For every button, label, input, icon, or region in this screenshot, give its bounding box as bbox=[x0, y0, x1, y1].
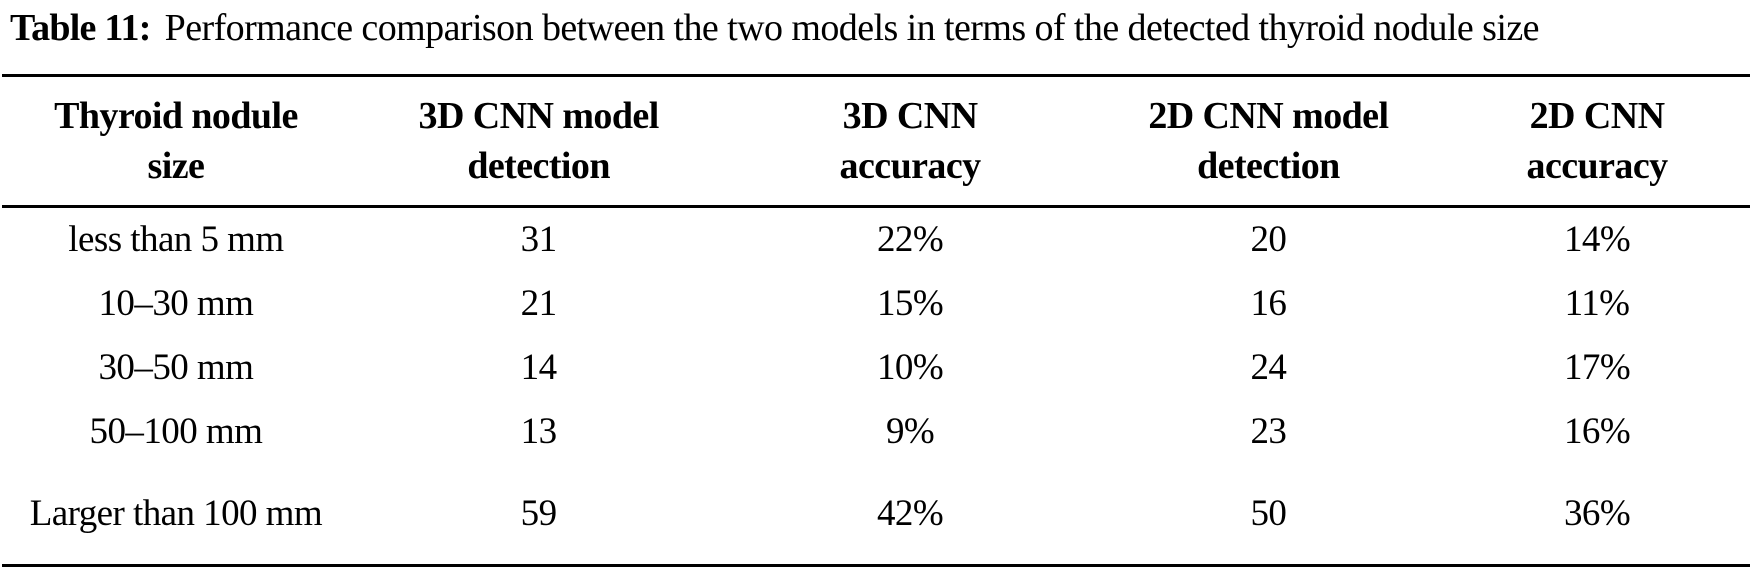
nodule-size-label: 50–100 mm bbox=[89, 411, 263, 452]
cell-nodule-size: 30–50 mm bbox=[2, 336, 350, 400]
nodule-size-label: 30–50 mm bbox=[98, 347, 254, 388]
header-row: Thyroid nodule size 3D CNN model detecti… bbox=[2, 76, 1750, 207]
cell-2d-detection: 24 bbox=[1250, 347, 1287, 388]
header-line: 2D CNN model bbox=[1148, 95, 1389, 137]
cell-nodule-size: less than 5 mm bbox=[2, 207, 350, 273]
table-row: 50–100 mm 13 9% 23 16% bbox=[2, 400, 1750, 464]
cell-3d-detection: 31 bbox=[520, 219, 557, 260]
table-row: less than 5 mm 31 22% 20 14% bbox=[2, 207, 1750, 273]
performance-table: Thyroid nodule size 3D CNN model detecti… bbox=[2, 74, 1750, 567]
cell-2d-detection: 16 bbox=[1250, 283, 1287, 324]
cell-2d-accuracy: 16% bbox=[1563, 411, 1631, 452]
header-line: size bbox=[147, 145, 205, 187]
table-caption-label: Table 11: bbox=[10, 7, 151, 49]
table-row: 30–50 mm 14 10% 24 17% bbox=[2, 336, 1750, 400]
cell-3d-accuracy: 10% bbox=[876, 347, 944, 388]
cell-nodule-size: Larger than 100 mm bbox=[2, 464, 350, 566]
header-line: 2D CNN bbox=[1529, 95, 1665, 137]
header-line: detection bbox=[467, 145, 610, 187]
cell-2d-detection: 50 bbox=[1250, 493, 1287, 534]
cell-2d-accuracy: 17% bbox=[1563, 347, 1631, 388]
table-row: 10–30 mm 21 15% 16 11% bbox=[2, 272, 1750, 336]
nodule-size-label: Larger than 100 mm bbox=[29, 493, 323, 534]
cell-3d-detection: 59 bbox=[520, 493, 557, 534]
cell-3d-accuracy: 15% bbox=[876, 283, 944, 324]
cell-2d-accuracy: 36% bbox=[1563, 493, 1631, 534]
cell-2d-detection: 20 bbox=[1250, 219, 1287, 260]
header-2d-cnn-detection: 2D CNN model detection bbox=[1093, 76, 1444, 207]
table-caption-text: Performance comparison between the two m… bbox=[164, 7, 1540, 49]
cell-3d-detection: 14 bbox=[520, 347, 557, 388]
header-line: accuracy bbox=[1526, 145, 1669, 187]
header-line: accuracy bbox=[839, 145, 982, 187]
header-line: detection bbox=[1197, 145, 1340, 187]
table-header: Thyroid nodule size 3D CNN model detecti… bbox=[2, 76, 1750, 207]
header-3d-cnn-detection: 3D CNN model detection bbox=[350, 76, 728, 207]
header-line: Thyroid nodule bbox=[54, 95, 298, 137]
header-3d-cnn-accuracy: 3D CNN accuracy bbox=[727, 76, 1092, 207]
cell-3d-detection: 13 bbox=[520, 411, 557, 452]
table-caption: Table 11: Performance comparison between … bbox=[0, 0, 1752, 50]
nodule-size-label: less than 5 mm bbox=[68, 219, 284, 260]
header-thyroid-nodule-size: Thyroid nodule size bbox=[2, 76, 350, 207]
table-row: Larger than 100 mm 59 42% 50 36% bbox=[2, 464, 1750, 566]
nodule-size-label: 10–30 mm bbox=[98, 283, 254, 324]
header-2d-cnn-accuracy: 2D CNN accuracy bbox=[1444, 76, 1750, 207]
cell-nodule-size: 10–30 mm bbox=[2, 272, 350, 336]
table-body: less than 5 mm 31 22% 20 14% 10–30 mm 21… bbox=[2, 207, 1750, 566]
cell-3d-accuracy: 22% bbox=[876, 219, 944, 260]
header-line: 3D CNN model bbox=[418, 95, 660, 137]
cell-3d-accuracy: 9% bbox=[885, 411, 935, 452]
cell-3d-accuracy: 42% bbox=[876, 493, 944, 534]
cell-2d-accuracy: 14% bbox=[1563, 219, 1631, 260]
cell-nodule-size: 50–100 mm bbox=[2, 400, 350, 464]
cell-2d-detection: 23 bbox=[1250, 411, 1287, 452]
cell-3d-detection: 21 bbox=[520, 283, 557, 324]
cell-2d-accuracy: 11% bbox=[1564, 283, 1630, 324]
header-line: 3D CNN bbox=[842, 95, 978, 137]
